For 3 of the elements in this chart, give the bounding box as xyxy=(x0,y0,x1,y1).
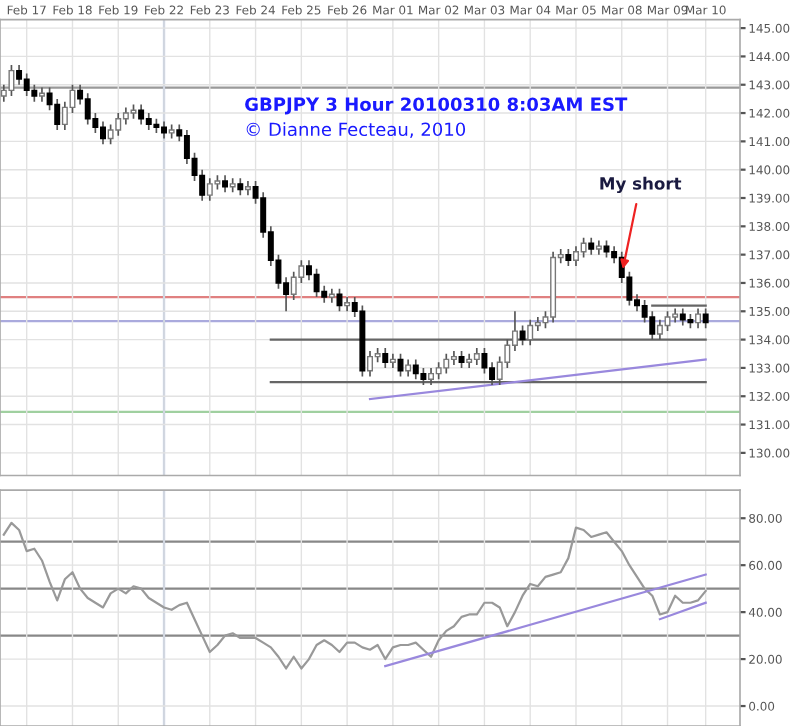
text: GBPJPY 3 Hour 20100310 8:03AM EST xyxy=(245,97,628,115)
text: © Dianne Fecteau, 2010 xyxy=(246,122,466,138)
annotation: My short xyxy=(600,176,682,194)
